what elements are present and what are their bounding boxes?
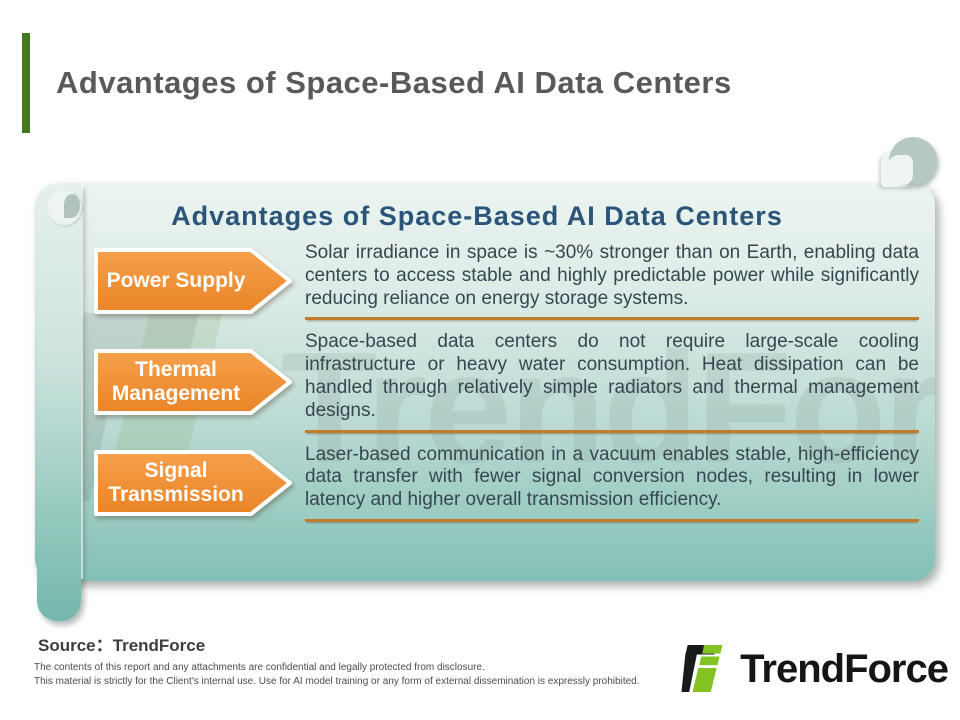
arrow-label-signal-transmission: Signal Transmission xyxy=(93,449,293,517)
arrow-shape-icon xyxy=(94,449,292,516)
disclaimer-line-1: The contents of this report and any atta… xyxy=(34,662,485,673)
scroll-left-roll xyxy=(37,185,81,621)
scroll-curl-top-right-icon xyxy=(887,137,937,185)
arrow-label-text: Signal Transmission xyxy=(108,459,244,506)
panel-title: Advantages of Space-Based AI Data Center… xyxy=(171,201,783,231)
advantage-text: Solar irradiance in space is ~30% strong… xyxy=(305,242,919,309)
advantage-text-block: Space-based data centers do not require … xyxy=(305,331,919,433)
advantage-text: Space-based data centers do not require … xyxy=(305,331,919,421)
scroll-roll-line xyxy=(81,185,83,579)
scroll-curl-top-left-icon xyxy=(47,189,83,227)
arrow-shape-icon xyxy=(94,248,292,315)
scroll-panel: TrendForce Advantages of Space-Based AI … xyxy=(35,137,937,623)
arrow-label-text: Power Supply xyxy=(106,269,246,293)
trendforce-logo: TrendForce xyxy=(681,642,949,695)
advantage-text-block: Laser-based communication in a vacuum en… xyxy=(305,444,919,522)
arrow-label-thermal-management: Thermal Management xyxy=(93,348,293,416)
advantage-row-signal-transmission: Signal Transmission Laser-based communic… xyxy=(35,444,919,522)
source-label: Source：TrendForce xyxy=(38,636,206,655)
scroll-curl-comma xyxy=(64,194,80,218)
arrow-label-text: Thermal Management xyxy=(111,358,241,405)
disclaimer-line-2: This material is strictly for the Client… xyxy=(34,676,640,687)
trendforce-logo-text: TrendForce xyxy=(740,646,949,691)
advantage-text-block: Solar irradiance in space is ~30% strong… xyxy=(305,242,919,321)
title-accent-bar xyxy=(22,33,30,133)
scroll-curl-highlight xyxy=(887,155,913,185)
disclaimer: The contents of this report and any atta… xyxy=(34,661,640,689)
arrow-shape-icon xyxy=(94,348,292,415)
slide-title: Advantages of Space-Based AI Data Center… xyxy=(56,65,732,100)
advantage-row-power-supply: Power Supply Solar irradiance in space i… xyxy=(35,242,919,321)
advantage-row-thermal-management: Thermal Management Space-based data cent… xyxy=(35,331,919,433)
arrow-label-power-supply: Power Supply xyxy=(93,247,293,315)
scroll-panel-body: TrendForce Advantages of Space-Based AI … xyxy=(35,183,935,581)
advantage-text: Laser-based communication in a vacuum en… xyxy=(305,443,919,511)
trendforce-logo-icon xyxy=(681,644,723,693)
panel-content: Advantages of Space-Based AI Data Center… xyxy=(35,183,935,581)
